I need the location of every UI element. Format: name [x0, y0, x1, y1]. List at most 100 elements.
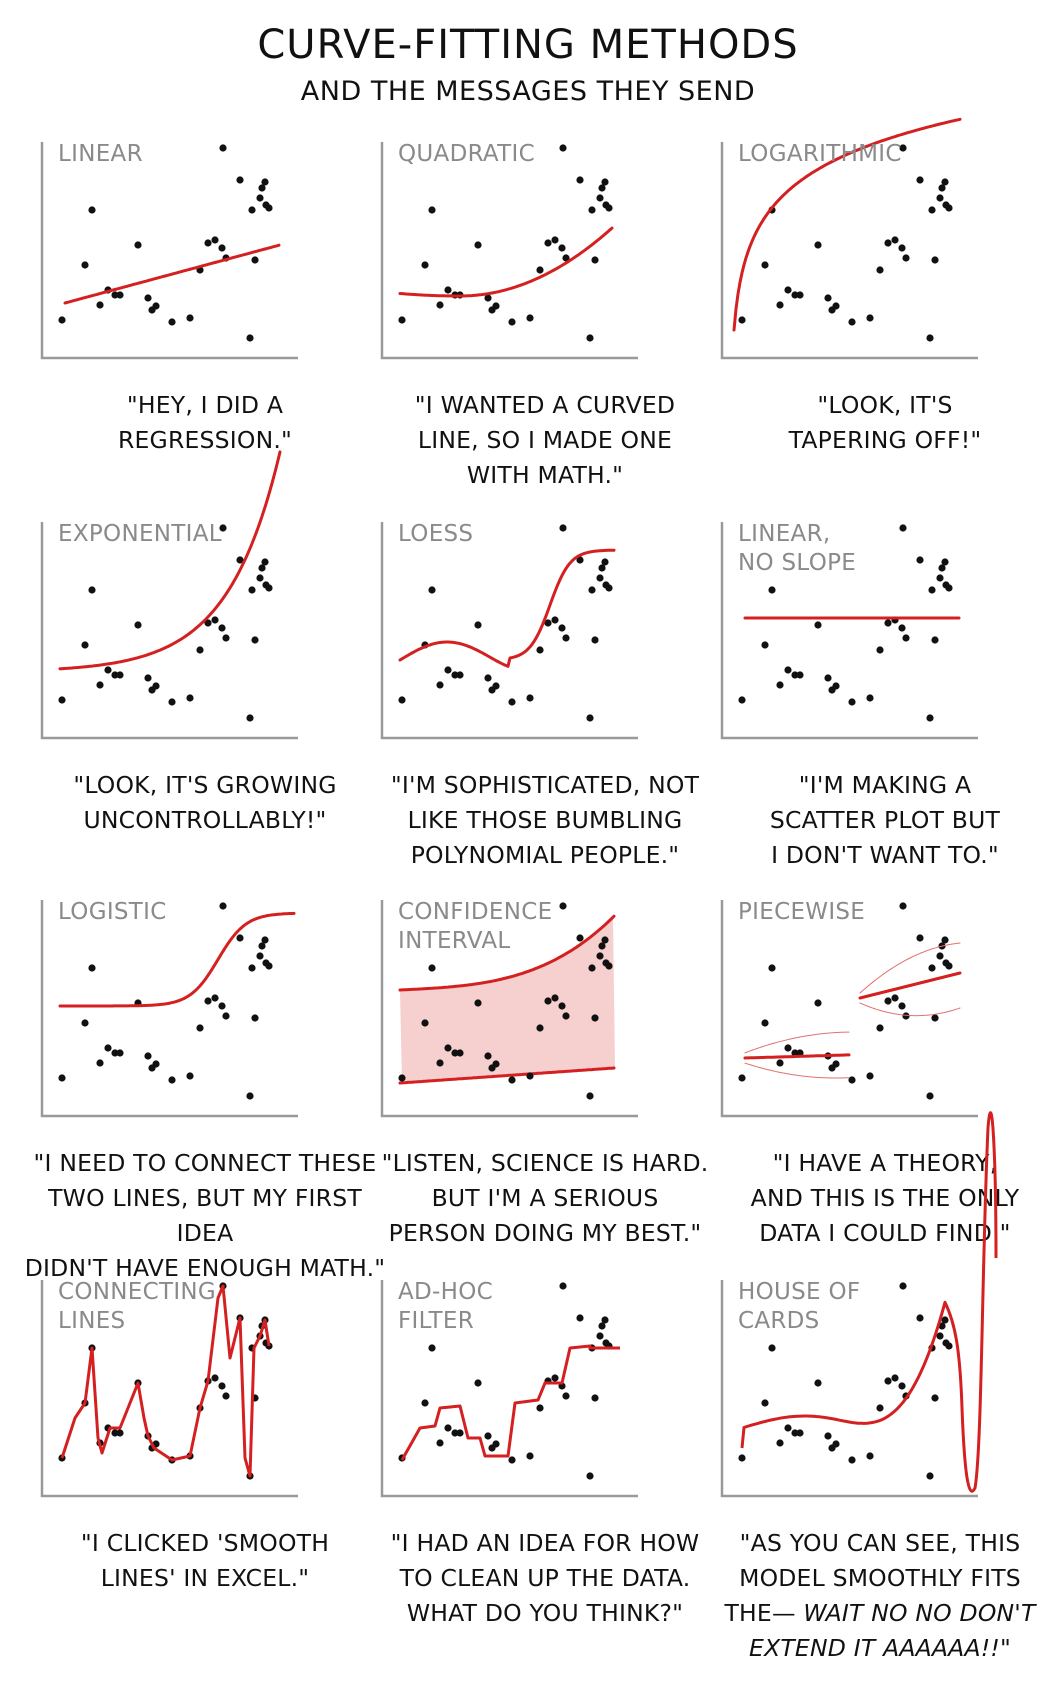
data-point — [551, 616, 559, 624]
data-point — [562, 1392, 570, 1400]
data-point — [576, 934, 584, 942]
data-point — [605, 584, 613, 592]
data-point — [791, 1049, 799, 1057]
data-point — [96, 1059, 104, 1067]
data-point — [586, 1472, 594, 1480]
data-point — [204, 619, 212, 627]
data-point — [436, 1059, 444, 1067]
data-point — [456, 1429, 464, 1437]
fit-curve — [398, 226, 614, 298]
data-point — [436, 1439, 444, 1447]
data-point — [219, 902, 227, 910]
data-point — [761, 1019, 769, 1027]
data-point — [596, 1332, 604, 1340]
data-point — [832, 682, 840, 690]
data-point — [58, 696, 66, 704]
caption-ad-hoc-filter: "I HAD AN IDEA FOR HOW TO CLEAN UP THE D… — [390, 1529, 700, 1627]
data-point — [186, 314, 194, 322]
data-point — [256, 194, 264, 202]
data-point — [784, 1424, 792, 1432]
panel-label-house-of-cards: HOUSE OF CARDS — [738, 1279, 861, 1334]
data-point — [902, 634, 910, 642]
data-point — [768, 1344, 776, 1352]
data-point — [848, 1076, 856, 1084]
segment-left — [743, 1053, 851, 1060]
data-point — [218, 1382, 226, 1390]
data-point — [586, 1092, 594, 1100]
data-point — [116, 671, 124, 679]
data-point — [251, 256, 259, 264]
data-point — [945, 1342, 953, 1350]
data-point — [508, 1076, 516, 1084]
data-point — [248, 206, 256, 214]
data-point — [474, 999, 482, 1007]
data-point — [891, 236, 899, 244]
data-point — [562, 1012, 570, 1020]
smooth-lines — [60, 1284, 271, 1478]
data-point — [536, 1404, 544, 1412]
data-point — [116, 1049, 124, 1057]
axes — [40, 1280, 298, 1498]
data-point — [428, 586, 436, 594]
data-point — [936, 952, 944, 960]
axes — [40, 142, 298, 360]
data-point — [945, 584, 953, 592]
data-point — [116, 291, 124, 299]
data-point — [588, 586, 596, 594]
data-point — [265, 204, 273, 212]
data-point — [551, 1374, 559, 1382]
data-point — [931, 1014, 939, 1022]
segment-left-lower-band — [744, 1062, 850, 1079]
data-point — [398, 316, 406, 324]
data-point — [421, 261, 429, 269]
data-point — [576, 556, 584, 564]
data-point — [791, 1429, 799, 1437]
data-point — [768, 964, 776, 972]
data-point — [916, 934, 924, 942]
data-point — [876, 266, 884, 274]
data-point — [761, 1399, 769, 1407]
data-point — [738, 316, 746, 324]
axes — [720, 1280, 978, 1498]
data-point — [941, 936, 949, 944]
data-point — [926, 714, 934, 722]
data-point — [784, 286, 792, 294]
data-point — [576, 1314, 584, 1322]
data-point — [444, 1424, 452, 1432]
panel-label-quadratic: QUADRATIC — [398, 141, 535, 167]
data-point — [81, 641, 89, 649]
data-point — [204, 997, 212, 1005]
data-point — [938, 564, 946, 572]
data-point — [211, 616, 219, 624]
data-point — [134, 241, 142, 249]
panel-connecting-lines: CONNECTING LINES "I CLICKED 'SMOOTH LINE… — [40, 1278, 370, 1658]
data-point — [436, 681, 444, 689]
data-point — [938, 184, 946, 192]
data-point — [916, 176, 924, 184]
data-point — [768, 586, 776, 594]
data-point — [211, 994, 219, 1002]
data-point — [218, 624, 226, 632]
data-point — [104, 1044, 112, 1052]
data-point — [536, 646, 544, 654]
data-point — [456, 671, 464, 679]
data-point — [559, 902, 567, 910]
data-point — [784, 666, 792, 674]
data-point — [111, 1429, 119, 1437]
axes — [720, 522, 978, 740]
caption-confidence-interval: "LISTEN, SCIENCE IS HARD. BUT I'M A SERI… — [381, 1149, 709, 1247]
data-point — [168, 698, 176, 706]
data-point — [558, 1002, 566, 1010]
data-point — [891, 1374, 899, 1382]
panel-confidence-interval: CONFIDENCE INTERVAL "LISTEN, SCIENCE IS … — [380, 898, 710, 1278]
data-point — [444, 1044, 452, 1052]
data-point — [451, 1049, 459, 1057]
data-point — [559, 1282, 567, 1290]
data-point — [559, 144, 567, 152]
data-point — [814, 999, 822, 1007]
caption-exponential: "LOOK, IT'S GROWING UNCONTROLLABLY!" — [73, 771, 337, 834]
plot-ad-hoc-filter — [380, 1280, 638, 1498]
segment-left-upper-band — [744, 1031, 850, 1054]
data-point — [559, 524, 567, 532]
data-point — [588, 206, 596, 214]
